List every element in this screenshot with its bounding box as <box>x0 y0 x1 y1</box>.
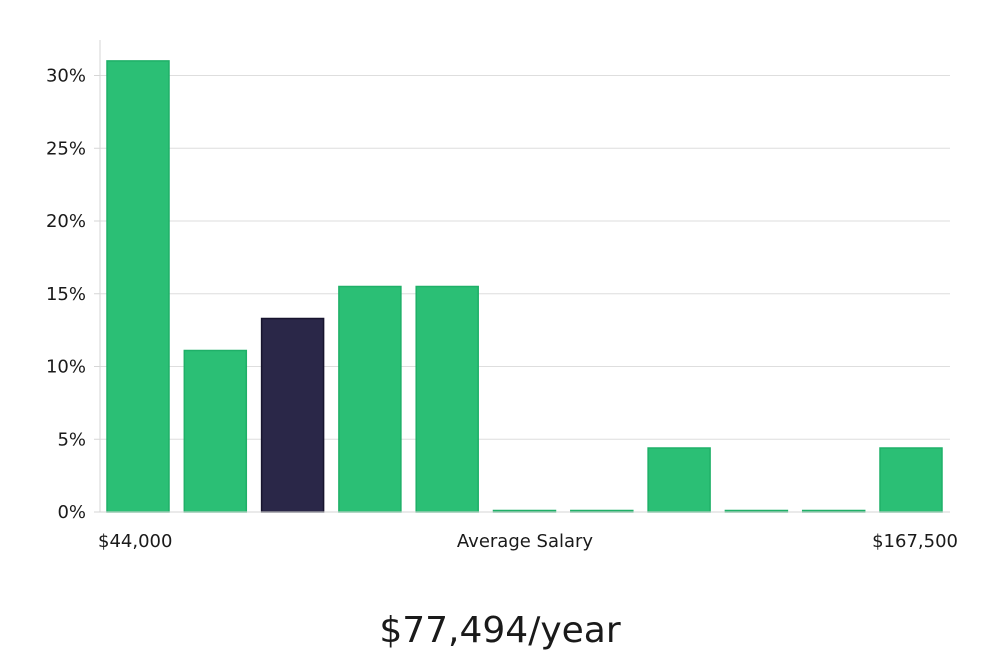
histogram-bar-highlighted <box>260 317 325 513</box>
x-min-label: $44,000 <box>98 531 172 552</box>
histogram-bar <box>106 60 170 513</box>
y-tick-label: 25% <box>46 138 86 159</box>
x-max-label: $167,500 <box>872 531 958 552</box>
bars <box>106 60 943 513</box>
y-tick-label: 15% <box>46 284 86 305</box>
histogram-bar <box>647 447 711 513</box>
y-tick-label: 5% <box>57 429 86 450</box>
histogram-bar <box>338 285 402 513</box>
y-tick-label: 0% <box>57 502 86 523</box>
y-tick-label: 20% <box>46 211 86 232</box>
x-axis-title: Average Salary <box>457 531 594 552</box>
histogram-bar <box>183 349 248 513</box>
average-salary-readout: $77,494/year <box>379 610 621 651</box>
histogram-bar <box>879 447 943 513</box>
y-axis-ticks: 0% 5% 10% 15% 20% 25% 30% <box>46 66 100 523</box>
x-axis-labels: $44,000 Average Salary $167,500 <box>98 531 958 552</box>
histogram-chart: 0% 5% 10% 15% 20% 25% 30% $44,000 Average Sala… <box>46 40 958 552</box>
y-tick-label: 10% <box>46 357 86 378</box>
axes <box>99 40 950 513</box>
y-tick-label: 30% <box>46 66 86 87</box>
histogram-bar <box>415 285 479 513</box>
